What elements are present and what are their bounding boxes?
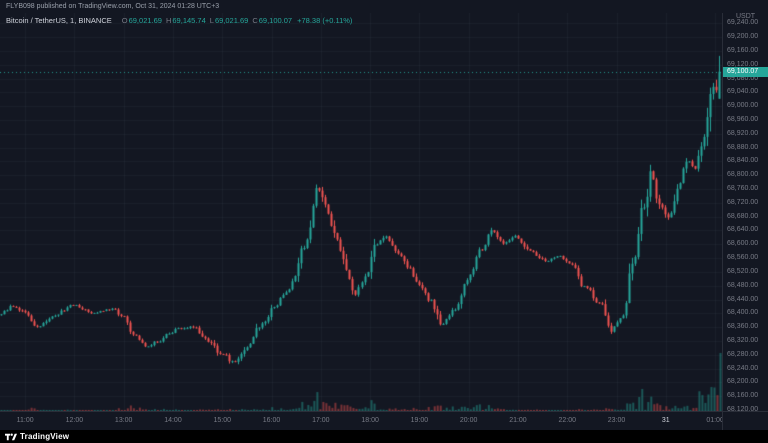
publish-text: FLYB098 published on TradingView.com, Oc… <box>6 3 220 10</box>
high-value: 69,145.74 <box>172 16 206 25</box>
footer-bar: TradingView <box>0 430 768 443</box>
price-tick: 68,200.00 <box>727 378 759 386</box>
open-label: O <box>121 16 128 25</box>
time-tick: 18:00 <box>361 417 379 424</box>
price-tick: 68,320.00 <box>727 336 759 344</box>
open-value: 69,021.69 <box>128 16 162 25</box>
price-tick: 68,560.00 <box>727 254 759 262</box>
time-tick: 23:00 <box>607 417 626 424</box>
publish-bar: FLYB098 published on TradingView.com, Oc… <box>0 0 768 13</box>
price-axis[interactable]: USDT 69,100.07 69,240.00 69,200.00 69,160.… <box>722 13 768 413</box>
price-tick: 68,800.00 <box>727 171 759 179</box>
price-tick: 69,240.00 <box>727 19 759 27</box>
time-tick: 12:00 <box>65 417 84 424</box>
price-tick: 69,040.00 <box>727 88 759 96</box>
change-value: +78.38 (+0.11%) <box>297 16 353 25</box>
time-tick: 17:00 <box>312 417 330 424</box>
last-price-label: 69,100.07 <box>723 66 768 77</box>
time-tick: 14:00 <box>164 417 182 424</box>
chart-legend: Bitcoin / TetherUS, 1, BINANCE O 69,021.6… <box>6 16 352 25</box>
time-tick: 21:00 <box>509 417 527 424</box>
price-tick: 68,720.00 <box>727 198 759 206</box>
price-tick: 68,400.00 <box>727 309 759 317</box>
price-tick: 68,920.00 <box>727 129 759 137</box>
time-axis[interactable]: 11:00 12:00 13:00 14:00 15:00 16:00 17:00 18:00… <box>0 411 724 431</box>
time-tick: 11:00 <box>16 417 34 424</box>
time-tick: 01:00 <box>706 417 724 424</box>
price-tick: 68,880.00 <box>727 143 759 151</box>
price-tick: 69,080.00 <box>727 74 759 82</box>
tradingview-logo-icon[interactable] <box>5 432 17 442</box>
price-tick: 68,640.00 <box>727 226 759 234</box>
time-tick: 19:00 <box>410 417 429 424</box>
tradingview-brand-text[interactable]: TradingView <box>20 432 70 441</box>
price-tick: 68,840.00 <box>727 157 759 165</box>
time-tick: 20:00 <box>459 417 478 424</box>
low-value: 69,021.69 <box>214 16 249 25</box>
price-tick: 68,440.00 <box>727 295 759 303</box>
low-label: L <box>209 16 214 25</box>
price-tick: 68,160.00 <box>727 392 759 400</box>
time-tick: 22:00 <box>558 417 577 424</box>
chart-plot-area: Bitcoin / TetherUS, 1, BINANCE O 69,021.6… <box>0 13 722 411</box>
time-tick: 13:00 <box>114 417 133 424</box>
time-tick: 31 <box>661 417 670 424</box>
price-tick: 68,240.00 <box>727 364 759 372</box>
price-tick: 69,000.00 <box>727 102 759 110</box>
price-tick: 68,960.00 <box>727 116 759 123</box>
price-tick: 68,480.00 <box>727 281 759 289</box>
price-tick: 68,520.00 <box>727 267 759 275</box>
price-tick: 68,760.00 <box>727 185 759 193</box>
price-tick: 68,360.00 <box>727 323 759 331</box>
time-tick: 16:00 <box>262 417 281 424</box>
price-tick: 68,280.00 <box>727 350 759 358</box>
price-tick: 69,120.00 <box>727 60 759 68</box>
price-tick: 68,120.00 <box>727 405 759 413</box>
candlestick-canvas[interactable] <box>0 13 722 411</box>
last-price-value: 69,100.07 <box>727 67 759 75</box>
symbol-title[interactable]: Bitcoin / TetherUS, 1, BINANCE <box>6 16 112 25</box>
close-value: 69,100.07 <box>258 16 293 25</box>
price-tick: 68,680.00 <box>727 212 759 220</box>
high-label: H <box>165 16 172 25</box>
axis-corner <box>722 411 768 430</box>
price-tick: 68,600.00 <box>727 240 759 248</box>
price-tick: 69,200.00 <box>727 33 759 41</box>
currency-label: USDT <box>736 13 756 20</box>
time-tick: 15:00 <box>213 417 232 424</box>
close-label: C <box>252 16 258 25</box>
price-tick: 69,160.00 <box>727 46 759 54</box>
